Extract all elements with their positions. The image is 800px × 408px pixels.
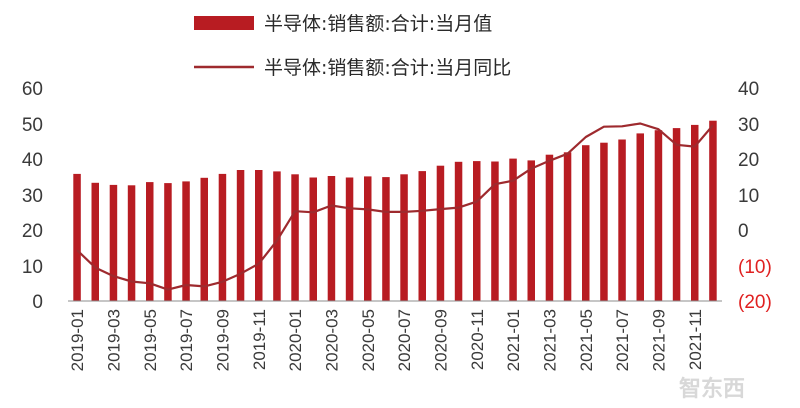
bar-2020-12	[491, 161, 499, 301]
bar-2021-05	[582, 145, 590, 301]
bar-2021-09	[654, 130, 663, 301]
bar-2021-10	[672, 128, 681, 301]
x-tick-label: 2019-03	[104, 309, 123, 371]
bar-2019-11	[255, 170, 263, 301]
bar-2021-11	[691, 124, 699, 302]
bar-2021-04	[563, 152, 572, 301]
x-tick-label: 2021-01	[504, 309, 523, 371]
legend: 半导体:销售额:合计:当月值 半导体:销售额:合计:当月同比	[194, 13, 511, 79]
watermark: 智东西	[679, 376, 745, 402]
bar-2019-08	[200, 177, 208, 301]
bar-2019-02	[91, 182, 99, 301]
legend-line-label: 半导体:销售额:合计:当月同比	[264, 57, 511, 79]
bar-2020-10	[454, 161, 463, 301]
left-tick-label: 40	[22, 150, 43, 171]
bar-2019-06	[164, 183, 172, 301]
bar-2020-07	[400, 174, 408, 301]
left-tick-label: 10	[22, 257, 43, 278]
x-tick-label: 2019-05	[141, 309, 160, 371]
left-tick-label: 60	[22, 79, 43, 100]
x-tick-label: 2020-05	[359, 309, 378, 371]
bar-2019-10	[236, 170, 245, 301]
bar-2019-12	[273, 171, 281, 301]
bar-2021-02	[527, 160, 535, 301]
line-series	[76, 122, 714, 291]
yoy-line	[76, 122, 714, 291]
right-tick-label: 40	[738, 79, 759, 100]
bar-2020-05	[364, 176, 372, 301]
bar-2019-05	[146, 182, 154, 301]
left-axis: 60 50 40 30 20 10 0	[22, 79, 43, 313]
x-tick-label: 2019-11	[250, 309, 269, 370]
x-tick-label: 2021-07	[613, 309, 632, 371]
right-tick-label: (10)	[738, 257, 772, 278]
x-tick-label: 2020-03	[322, 309, 341, 371]
right-axis: 40 30 20 10 0 (10) (20)	[738, 79, 772, 313]
bar-2020-02	[309, 177, 317, 301]
bar-2021-07	[618, 139, 626, 301]
bar-2020-09	[436, 165, 445, 301]
right-tick-label: 10	[738, 186, 759, 207]
x-tick-label: 2019-09	[213, 309, 232, 371]
bar-2019-04	[127, 185, 136, 301]
left-tick-label: 0	[32, 292, 43, 313]
legend-bar-swatch	[194, 16, 254, 30]
bar-2020-01	[291, 174, 299, 301]
x-tick-label: 2021-11	[686, 309, 705, 370]
x-tick-label: 2020-09	[431, 309, 450, 371]
legend-bar-label: 半导体:销售额:合计:当月值	[264, 13, 492, 35]
bar-2020-08	[418, 171, 426, 301]
x-tick-label: 2019-07	[177, 309, 196, 371]
bar-2020-04	[345, 177, 354, 301]
x-tick-label: 2020-11	[468, 309, 487, 370]
bar-2019-09	[218, 173, 227, 301]
x-tick-label: 2021-05	[577, 309, 596, 371]
right-tick-label: 30	[738, 115, 759, 136]
left-tick-label: 20	[22, 221, 43, 242]
right-tick-label: 0	[738, 221, 749, 242]
x-axis: 2019-01 2019-03 2019-05 2019-07 2019-09 2019-…	[68, 309, 705, 371]
bar-2021-06	[600, 142, 608, 301]
bar-2020-11	[473, 161, 481, 301]
x-tick-label: 2021-03	[540, 309, 559, 371]
bar-2020-03	[327, 176, 336, 301]
left-tick-label: 50	[22, 115, 43, 136]
x-tick-label: 2021-09	[649, 309, 668, 371]
bar-2021-08	[636, 133, 644, 301]
x-tick-label: 2020-07	[395, 309, 414, 371]
x-tick-label: 2020-01	[286, 309, 305, 371]
right-tick-label: (20)	[738, 292, 772, 313]
bar-2021-12	[709, 120, 717, 301]
bar-2019-03	[109, 184, 118, 301]
bar-2021-01	[509, 158, 517, 301]
bar-series	[73, 120, 717, 302]
bar-2021-03	[545, 154, 554, 301]
bar-2020-06	[382, 177, 390, 301]
x-tick-label: 2019-01	[68, 309, 87, 371]
left-tick-label: 30	[22, 186, 43, 207]
right-tick-label: 20	[738, 150, 759, 171]
bar-2019-07	[182, 181, 190, 301]
bar-2019-01	[73, 173, 81, 301]
